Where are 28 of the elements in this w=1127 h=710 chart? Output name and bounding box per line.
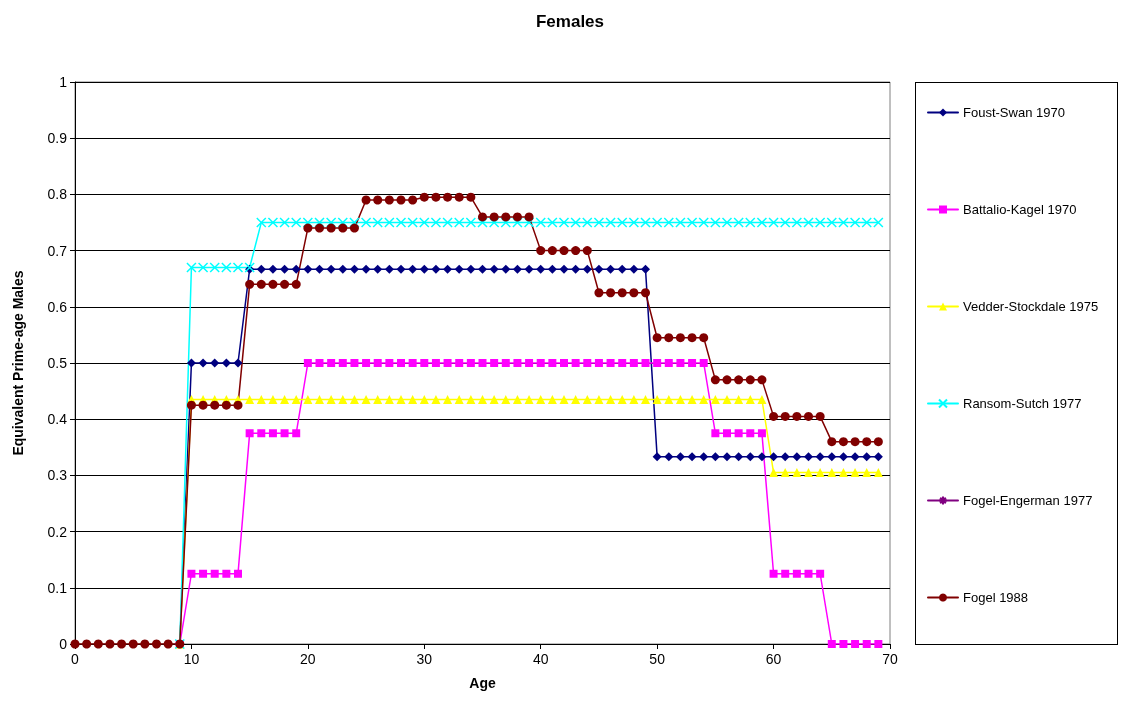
x-tick-label: 50 [649, 651, 666, 667]
y-tick-label: 1 [59, 74, 68, 90]
y-tick-label: 0.6 [47, 298, 68, 315]
y-tick-label: 0.9 [47, 130, 68, 147]
x-tick-label: 70 [882, 651, 898, 667]
legend-label: Ransom-Sutch 1977 [963, 396, 1082, 411]
y-tick-label: 0.3 [47, 467, 68, 484]
y-tick-label: 0.7 [47, 242, 68, 259]
y-tick-label: 0.4 [47, 411, 68, 428]
y-tick-label: 0.5 [47, 355, 68, 371]
legend-label: Fogel 1988 [963, 590, 1029, 605]
y-tick-label: 0 [59, 636, 68, 652]
y-tick-label: 0.2 [47, 523, 68, 540]
y-tick-label: 0.1 [47, 579, 68, 596]
x-tick-label: 10 [183, 651, 200, 667]
x-tick-label: 30 [416, 651, 433, 667]
legend-label: Vedder-Stockdale 1975 [963, 299, 1099, 314]
chart-title: Females [535, 12, 605, 31]
legend-label: Battalio-Kagel 1970 [963, 202, 1077, 217]
x-tick-label: 20 [300, 651, 316, 667]
x-axis-title: Age [469, 675, 496, 691]
x-tick-label: 60 [765, 651, 782, 667]
x-tick-label: 40 [532, 651, 549, 667]
y-tick-label: 0.8 [47, 186, 68, 203]
legend-label: Fogel-Engerman 1977 [963, 493, 1093, 508]
x-tick-label: 0 [71, 651, 80, 667]
y-axis-title: Equivalent Prime-age Males [10, 270, 26, 456]
legend-label: Foust-Swan 1970 [963, 105, 1065, 120]
